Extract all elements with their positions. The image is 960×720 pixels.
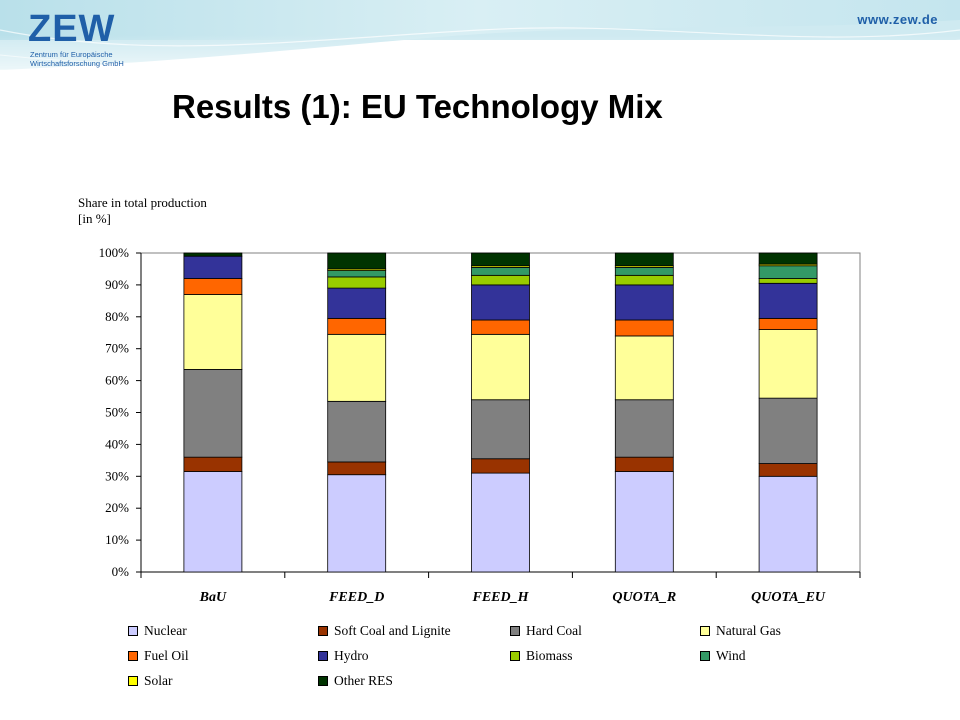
y-tick-label: 0%	[112, 564, 130, 579]
bar-segment-biomass	[614, 274, 674, 286]
legend-label: Other RES	[334, 673, 393, 688]
bar-segment-soft-coal-and-lignite	[471, 458, 530, 474]
bar-segment-wind	[758, 265, 818, 279]
bar-segment-nuclear	[471, 472, 530, 573]
bar-segment-hydro	[471, 284, 530, 321]
legend-item: Natural Gas	[700, 622, 781, 640]
y-tick-label: 80%	[105, 309, 129, 324]
y-tick-label: 20%	[105, 500, 129, 515]
bar-segment-soft-coal-and-lignite	[614, 456, 674, 472]
legend-label: Solar	[144, 673, 173, 688]
legend-label: Wind	[716, 648, 746, 663]
bar-segment-fuel-oil	[183, 278, 243, 295]
x-category-label: FEED_H	[471, 590, 529, 605]
x-category-label: FEED_D	[328, 590, 384, 605]
legend-item: Soft Coal and Lignite	[318, 622, 451, 640]
bar-segment-other-res	[614, 252, 674, 267]
legend-swatch	[318, 651, 328, 661]
legend-item: Biomass	[510, 647, 573, 665]
legend-label: Natural Gas	[716, 623, 781, 638]
y-tick-label: 70%	[105, 341, 129, 356]
legend-item: Solar	[128, 672, 173, 690]
bar-segment-nuclear	[758, 475, 818, 573]
bar-segment-nuclear	[327, 474, 387, 573]
y-tick-label: 100%	[99, 245, 130, 260]
bar-segment-natural-gas	[471, 333, 530, 401]
legend-item: Nuclear	[128, 622, 187, 640]
bar-segment-soft-coal-and-lignite	[327, 461, 387, 476]
header-banner: ZEW Zentrum für Europäische Wirtschaftsf…	[0, 0, 960, 92]
bar-segment-fuel-oil	[614, 319, 674, 337]
legend-swatch	[700, 651, 710, 661]
bar-segment-wind	[614, 266, 674, 276]
y-tick-label: 60%	[105, 373, 129, 388]
legend-item: Fuel Oil	[128, 647, 189, 665]
y-tick-label: 10%	[105, 532, 129, 547]
bar-segment-natural-gas	[327, 333, 387, 402]
bar-segment-wind	[327, 270, 387, 278]
bar-segment-biomass	[471, 274, 530, 286]
bar-segment-soft-coal-and-lignite	[183, 456, 243, 472]
bar-segment-other-res	[758, 252, 818, 265]
legend-swatch	[510, 626, 520, 636]
bar-segment-hard-coal	[758, 397, 818, 464]
bar-segment-fuel-oil	[327, 317, 387, 335]
bar-segment-hard-coal	[327, 400, 387, 463]
bar-segment-hydro	[327, 287, 387, 319]
legend-item: Hard Coal	[510, 622, 582, 640]
bar-segment-natural-gas	[614, 335, 674, 401]
legend-swatch	[128, 651, 138, 661]
legend-label: Hydro	[334, 648, 369, 663]
legend-swatch	[318, 676, 328, 686]
website-url[interactable]: www.zew.de	[857, 12, 938, 27]
legend-item: Wind	[700, 647, 745, 665]
legend-label: Hard Coal	[526, 623, 582, 638]
bar-segment-wind	[471, 266, 530, 276]
bar-segment-natural-gas	[183, 294, 243, 370]
bar-segment-hard-coal	[183, 369, 243, 458]
y-tick-label: 40%	[105, 436, 129, 451]
legend-item: Other RES	[318, 672, 393, 690]
bar-segment-nuclear	[614, 471, 674, 573]
bar-segment-hydro	[614, 284, 674, 321]
bar-segment-hard-coal	[614, 399, 674, 458]
bar-segment-biomass	[327, 276, 387, 289]
legend-swatch	[700, 626, 710, 636]
bar-segment-nuclear	[183, 471, 243, 573]
y-tick-label: 30%	[105, 468, 129, 483]
legend-swatch	[128, 676, 138, 686]
legend-swatch	[510, 651, 520, 661]
bar-segment-other-res	[471, 252, 530, 267]
x-category-label: BaU	[199, 590, 227, 605]
legend-label: Biomass	[526, 648, 573, 663]
y-axis-label: Share in total production [in %]	[78, 195, 207, 226]
logo-subtitle: Zentrum für Europäische Wirtschaftsforsc…	[30, 50, 124, 68]
legend-label: Fuel Oil	[144, 648, 189, 663]
bar-segment-natural-gas	[758, 329, 818, 399]
bar-segment-hydro	[183, 255, 243, 279]
legend-swatch	[128, 626, 138, 636]
bar-segment-biomass	[758, 278, 818, 284]
x-category-label: QUOTA_R	[612, 590, 676, 605]
bar-segment-fuel-oil	[471, 319, 530, 335]
bar-segment-hard-coal	[471, 399, 530, 460]
legend-item: Hydro	[318, 647, 369, 665]
zew-logo[interactable]: ZEW	[28, 8, 116, 50]
bar-segment-fuel-oil	[758, 317, 818, 330]
legend-swatch	[318, 626, 328, 636]
bar-segment-soft-coal-and-lignite	[758, 463, 818, 477]
bar-segment-other-res	[183, 252, 243, 257]
y-tick-label: 90%	[105, 277, 129, 292]
legend-label: Soft Coal and Lignite	[334, 623, 451, 638]
bar-segment-hydro	[758, 282, 818, 319]
banner-wave-background	[0, 0, 960, 92]
x-category-label: QUOTA_EU	[751, 590, 826, 605]
slide-title: Results (1): EU Technology Mix	[172, 88, 663, 125]
legend-label: Nuclear	[144, 623, 187, 638]
bar-segment-other-res	[327, 252, 387, 270]
y-tick-label: 50%	[105, 405, 129, 420]
